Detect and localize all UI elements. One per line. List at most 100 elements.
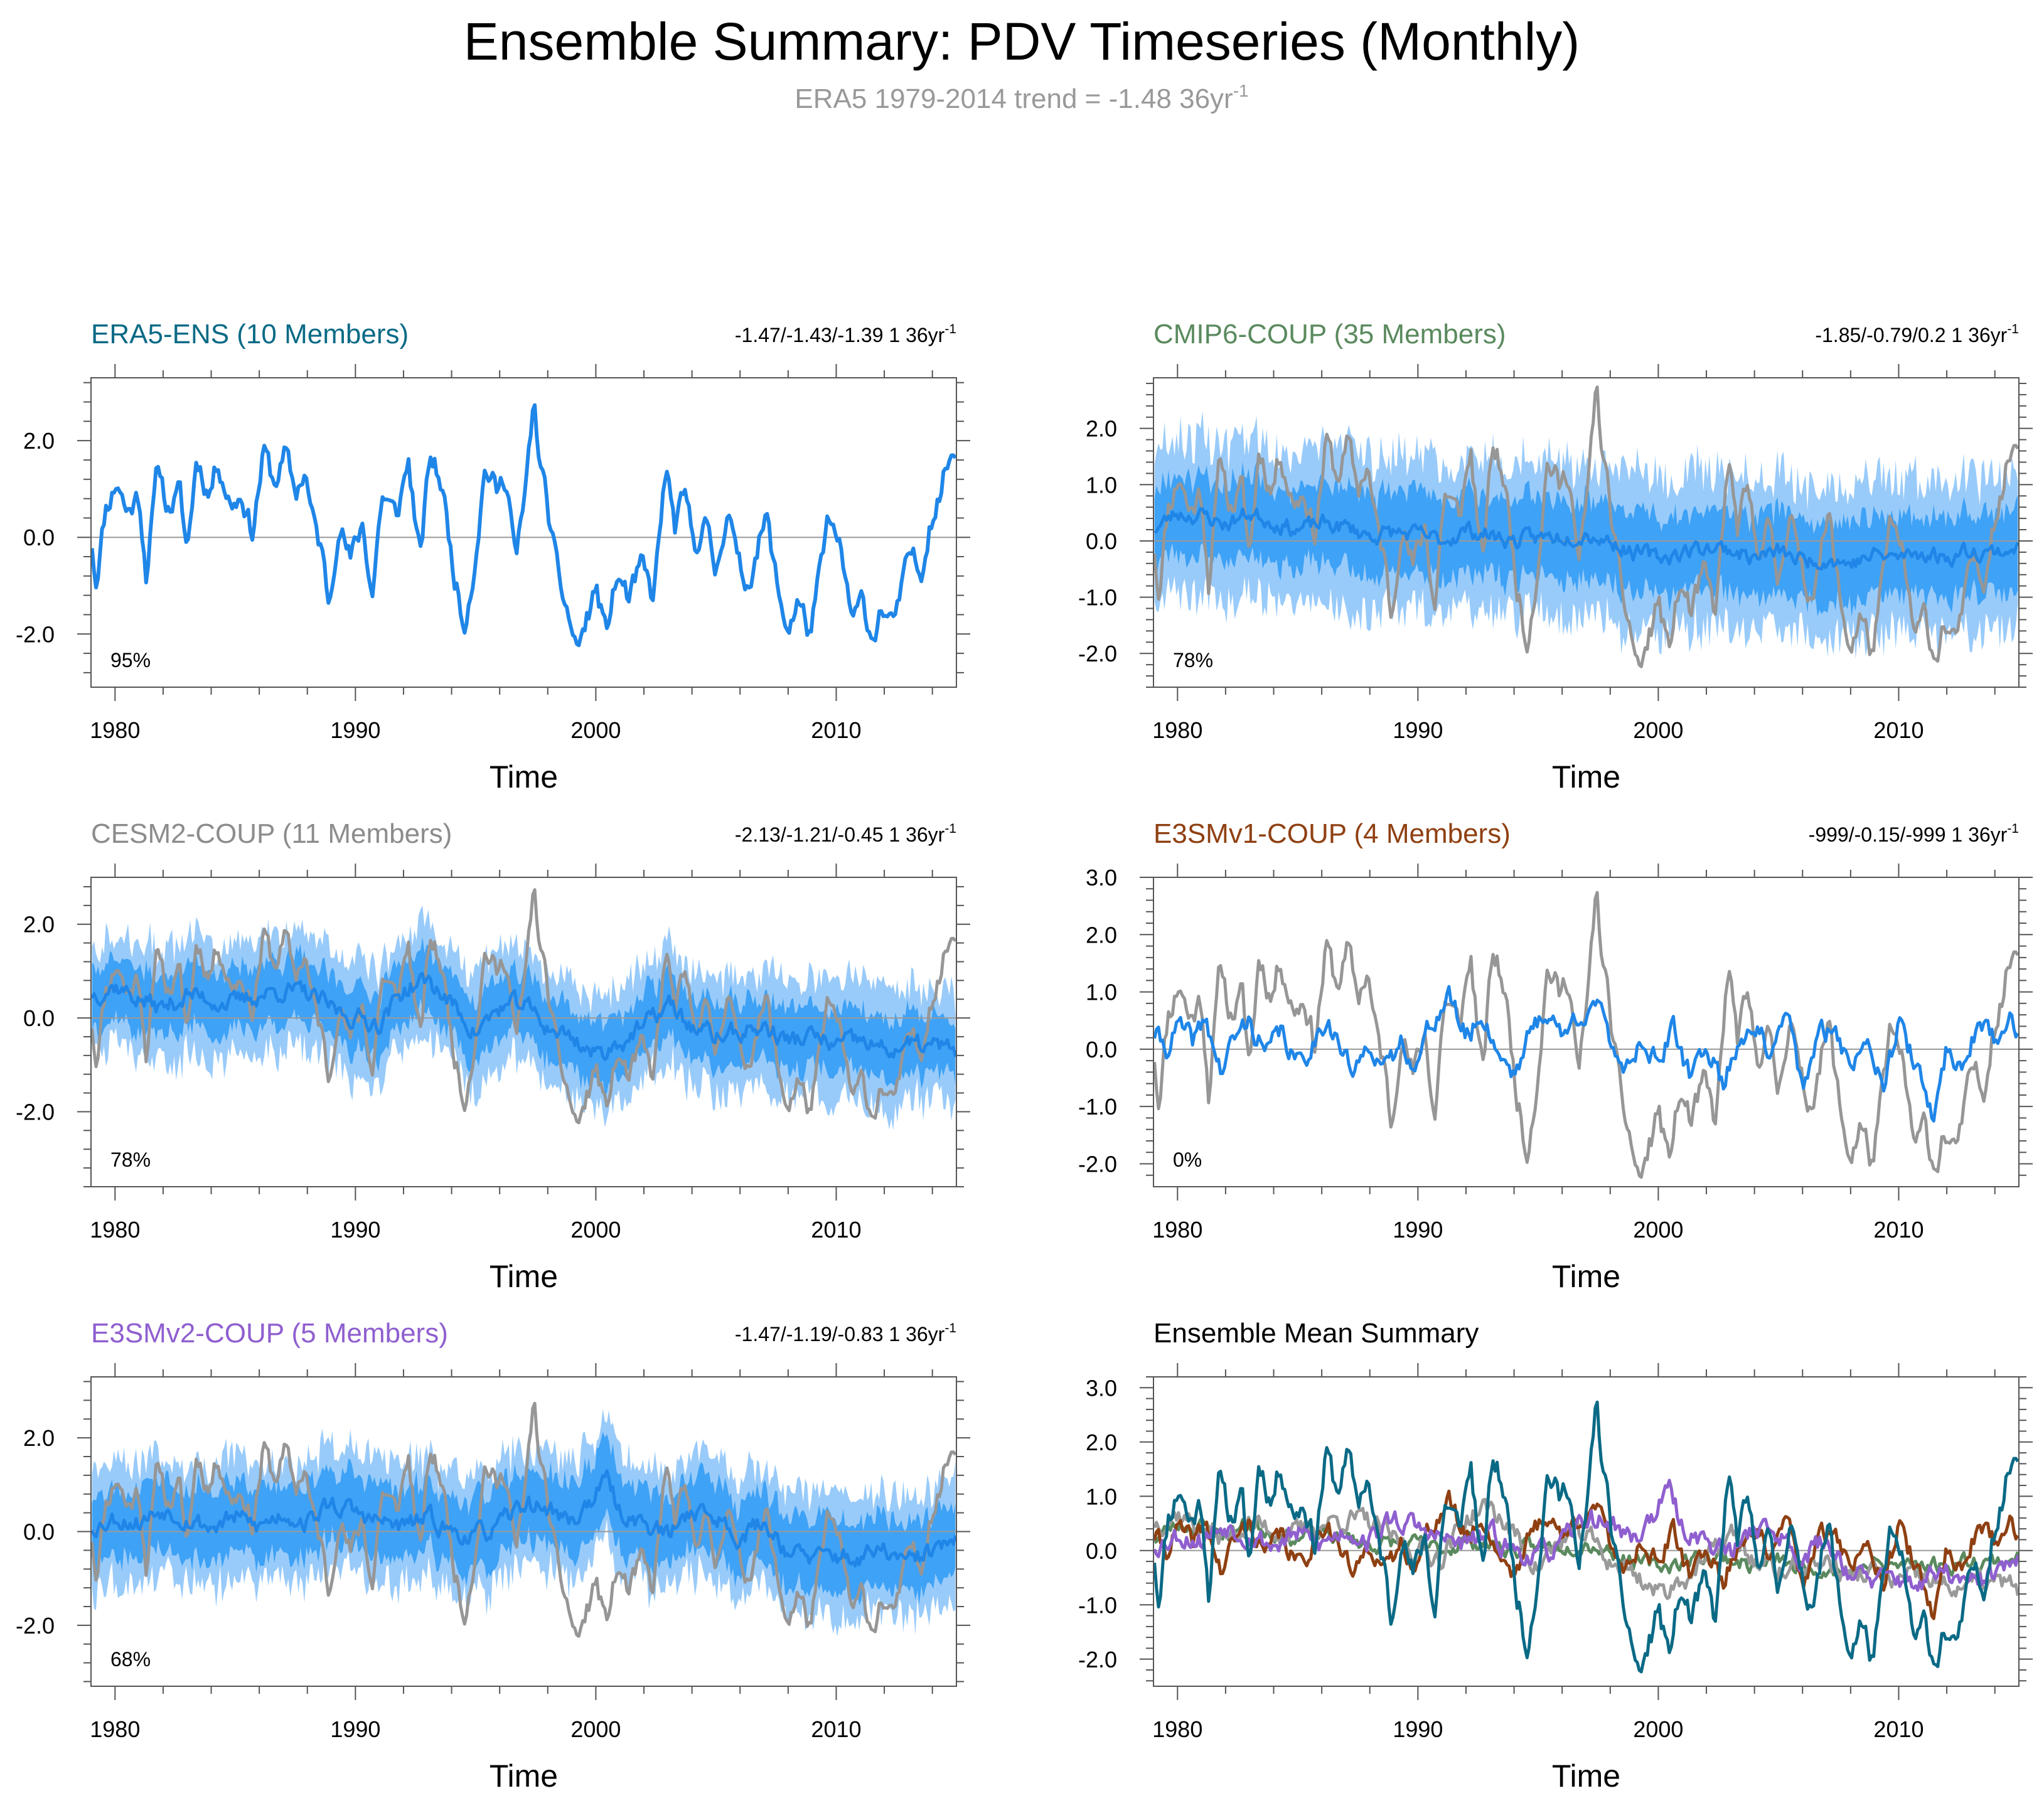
trend-range-sup: -1 [944, 1321, 956, 1335]
y-tick-label: 0.0 [1086, 1037, 1117, 1062]
trend-range: -1.47/-1.43/-1.39 1 36yr-1 [735, 322, 956, 346]
obs-line [91, 1401, 956, 1638]
x-tick-label: 1980 [90, 1217, 140, 1243]
trend-range-text: -1.47/-1.19/-0.83 1 36yr [735, 1323, 945, 1345]
plot-frame [1153, 1376, 2020, 1687]
match-percent: 78% [1173, 649, 1213, 671]
ensemble-mean-line [1153, 985, 2019, 1123]
panel-title: Ensemble Mean Summary [1153, 1318, 1479, 1349]
x-tick-label: 1980 [90, 717, 140, 743]
plot-area-cesm2 [91, 888, 956, 1131]
panel-summary: 1980 1990 2000 2010 Time -2.0 -1.0 0.0 1.0 2.0 3.0… [1078, 1318, 2033, 1794]
trend-range-sup: -1 [2007, 322, 2019, 336]
x-tick-label: 2010 [811, 717, 861, 743]
plot-frame [1153, 377, 2020, 688]
x-tick-label: 1980 [90, 1716, 140, 1742]
trend-range-text: -1.85/-0.79/0.2 1 36yr [1815, 324, 2007, 346]
y-tick-label: -1.0 [1078, 1094, 1117, 1120]
x-tick-label: 1990 [1393, 1217, 1443, 1243]
panel-cesm2: 1980 1990 2000 2010 Time -2.0 0.0 2.0 CESM2-COUP… [16, 818, 970, 1294]
ensemble-mean-line [1153, 507, 2019, 570]
panel-era5: 1980 1990 2000 2010 Time -2.0 0.0 2.0 ERA5-ENS (… [16, 319, 970, 794]
x-tick-label: 1980 [1152, 1217, 1202, 1243]
y-tick-label: 0.0 [1086, 1538, 1117, 1564]
figure-subtitle-sup: -1 [1233, 81, 1249, 100]
y-tick-label: 2.0 [23, 428, 55, 454]
plot-area-cmip6 [1153, 385, 2019, 668]
panel-title: E3SMv1-COUP (4 Members) [1153, 818, 1511, 849]
x-axis: 1980 1990 2000 2010 Time [90, 1363, 933, 1794]
ensemble-mean-line [91, 972, 956, 1061]
plot-area-e3smv1 [1153, 891, 2019, 1179]
x-tick-label: 1990 [330, 1217, 380, 1243]
plot-area-summary [1153, 1400, 2019, 1674]
obs-line [91, 888, 956, 1125]
series-cmip6 [1153, 1517, 2019, 1580]
trend-range: -1.47/-1.19/-0.83 1 36yr-1 [735, 1321, 956, 1345]
y-tick-label: -2.0 [16, 1613, 55, 1639]
x-axis-label: Time [1552, 1259, 1620, 1294]
x-tick-label: 1980 [1152, 1716, 1202, 1742]
y-tick-label: 0.0 [23, 525, 55, 550]
figure-subtitle-main: ERA5 1979-2014 trend = -1.48 36yr [795, 83, 1233, 114]
match-percent: 78% [110, 1148, 151, 1171]
plot-area-e3smv2 [91, 1401, 956, 1638]
figure-title: Ensemble Summary: PDV Timeseries (Monthl… [464, 12, 1580, 71]
panels: 1980 1990 2000 2010 Time -2.0 0.0 2.0 ERA5-ENS (… [16, 319, 2033, 1794]
panel-cmip6: 1980 1990 2000 2010 Time -2.0 -1.0 0.0 1.0 2.0 CMI… [1078, 319, 2033, 794]
y-tick-label: -2.0 [16, 621, 55, 647]
y-tick-label: 3.0 [1086, 1375, 1117, 1401]
panel-title: E3SMv2-COUP (5 Members) [91, 1318, 448, 1349]
y-axis: -2.0 0.0 2.0 [16, 885, 970, 1187]
series-e3smv2 [1153, 1479, 2019, 1592]
trend-range-text: -2.13/-1.21/-0.45 1 36yr [735, 823, 945, 846]
x-axis: 1980 1990 2000 2010 Time [1152, 864, 1996, 1294]
x-tick-label: 2000 [570, 1716, 621, 1742]
y-tick-label: 2.0 [1086, 416, 1117, 442]
x-axis: 1980 1990 2000 2010 Time [1152, 1363, 1996, 1794]
match-percent: 68% [110, 1648, 151, 1671]
plot-area-era5 [91, 403, 956, 648]
trend-range-text: -1.47/-1.43/-1.39 1 36yr [735, 324, 945, 346]
figure-subtitle: ERA5 1979-2014 trend = -1.48 36yr-1 [795, 81, 1248, 114]
x-tick-label: 2010 [1873, 1217, 1924, 1243]
x-tick-label: 2010 [811, 1217, 861, 1243]
x-tick-label: 1990 [1393, 1716, 1443, 1742]
y-tick-label: -1.0 [1078, 585, 1117, 611]
plot-frame [90, 877, 957, 1187]
y-tick-label: -2.0 [1078, 1151, 1117, 1177]
panel-title: ERA5-ENS (10 Members) [91, 319, 409, 350]
y-tick-label: -2.0 [1078, 641, 1117, 666]
trend-range-sup: -1 [2007, 821, 2019, 836]
y-axis: -2.0 -1.0 0.0 1.0 2.0 [1078, 382, 2033, 688]
y-axis: -2.0 0.0 2.0 [16, 382, 970, 673]
trend-range: -1.85/-0.79/0.2 1 36yr-1 [1815, 322, 2019, 346]
y-tick-label: -2.0 [16, 1099, 55, 1125]
x-tick-label: 2000 [570, 717, 621, 743]
trend-range: -999/-0.15/-999 1 36yr-1 [1809, 821, 2019, 846]
obs-line [1153, 891, 2019, 1179]
x-axis-label: Time [490, 759, 558, 794]
trend-range-text: -999/-0.15/-999 1 36yr [1809, 823, 2008, 846]
x-tick-label: 1980 [1152, 717, 1202, 743]
y-axis: -2.0 -1.0 0.0 1.0 2.0 3.0 [1078, 1375, 2033, 1682]
y-tick-label: -2.0 [1078, 1647, 1117, 1672]
ensemble-mean-line [91, 1469, 956, 1568]
y-tick-label: 1.0 [1086, 472, 1117, 498]
x-tick-label: 2000 [570, 1217, 621, 1243]
x-tick-label: 1990 [330, 717, 380, 743]
x-axis-label: Time [1552, 759, 1620, 794]
y-tick-label: -1.0 [1078, 1592, 1117, 1618]
y-tick-label: 1.0 [1086, 980, 1117, 1005]
ensemble-mean-line [91, 403, 956, 648]
trend-range: -2.13/-1.21/-0.45 1 36yr-1 [735, 821, 956, 846]
y-tick-label: 2.0 [23, 1425, 55, 1451]
trend-range-sup: -1 [944, 322, 956, 336]
obs-line [1153, 385, 2019, 668]
match-percent: 95% [110, 649, 151, 671]
y-tick-label: 2.0 [23, 912, 55, 938]
y-tick-label: 0.0 [1086, 528, 1117, 554]
x-axis: 1980 1990 2000 2010 Time [1152, 364, 1996, 794]
plot-frame [90, 377, 957, 688]
trend-range-sup: -1 [944, 821, 956, 836]
